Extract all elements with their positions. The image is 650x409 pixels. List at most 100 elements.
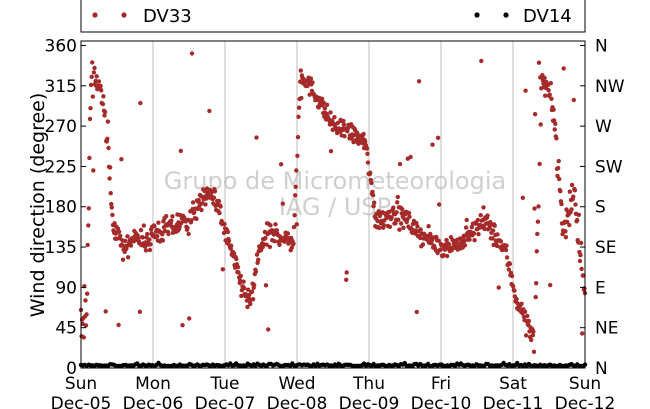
dv33-point <box>370 193 376 198</box>
dv33-point <box>441 253 446 258</box>
dv33-point <box>218 204 223 209</box>
dv33-point <box>396 217 401 222</box>
dv33-point <box>387 224 393 229</box>
dv33-point <box>196 198 201 203</box>
dv33-point <box>438 247 443 252</box>
dv33-point <box>551 107 556 112</box>
right-tick-label: NE <box>595 319 618 339</box>
dv33-point <box>86 206 92 211</box>
dv33-point <box>90 94 96 99</box>
dv33-point <box>239 293 244 299</box>
dv33-point <box>463 225 469 230</box>
dv33-point <box>344 270 349 275</box>
dv33-point <box>401 225 406 230</box>
dv33-point <box>372 200 377 205</box>
dv33-point <box>105 119 111 124</box>
legend-marker-dv33-a <box>92 12 98 18</box>
dv33-point <box>152 224 157 229</box>
dv33-point <box>569 207 574 212</box>
dv33-point <box>245 304 250 310</box>
dv33-point <box>293 184 298 189</box>
dv33-point <box>83 298 88 303</box>
dv33-point <box>365 151 370 156</box>
dv33-point <box>189 218 194 223</box>
dv33-point <box>92 65 97 71</box>
dv33-point <box>341 118 346 124</box>
dv33-point <box>268 223 273 228</box>
dv33-point <box>185 225 190 231</box>
dv33-point <box>492 223 497 228</box>
watermark-line-1: Grupo de Micrometeorologia <box>164 167 506 195</box>
dv33-point <box>485 213 490 218</box>
dv33-point <box>86 223 91 228</box>
dv33-point <box>216 198 222 204</box>
right-tick-label: S <box>595 198 606 218</box>
dv33-point <box>238 278 243 283</box>
dv33-point <box>408 154 413 160</box>
dv33-point <box>137 309 143 314</box>
dv33-point <box>222 221 227 227</box>
dv33-point <box>101 94 106 99</box>
dv33-point <box>555 165 561 171</box>
dv33-point <box>332 115 337 120</box>
dv33-point <box>98 83 103 89</box>
dv33-point <box>238 273 243 279</box>
dv33-point <box>298 68 303 73</box>
dv33-point <box>164 214 169 219</box>
dv33-point <box>420 242 426 247</box>
dv33-point <box>434 234 439 240</box>
dv33-point <box>437 202 442 207</box>
dv33-point <box>217 210 222 216</box>
dv33-point <box>504 255 510 260</box>
dv33-point <box>444 237 449 243</box>
dv33-point <box>88 106 93 111</box>
dv33-point <box>535 219 541 224</box>
dv33-point <box>395 194 400 200</box>
dv33-point <box>569 182 575 188</box>
dv33-point <box>435 135 441 140</box>
dv33-point <box>256 257 261 262</box>
dv33-point <box>192 210 197 215</box>
right-tick-label: SW <box>595 157 623 177</box>
dv33-point <box>83 323 89 328</box>
x-tick-label-day: Sun <box>569 374 601 394</box>
dv33-point <box>179 220 184 226</box>
dv33-point <box>225 229 231 235</box>
dv33-point <box>579 266 584 272</box>
dv33-point <box>178 148 183 154</box>
dv33-point <box>407 214 412 219</box>
dv33-point <box>226 238 232 244</box>
dv33-point <box>263 235 268 241</box>
dv33-point <box>142 244 148 249</box>
dv33-point <box>102 113 107 118</box>
left-axis: 0 45 90 135 180 225 270 315 360 <box>45 36 86 379</box>
y-tick-label: 180 <box>45 198 77 218</box>
dv33-point <box>564 219 570 224</box>
dv33-point <box>389 215 394 220</box>
x-tick-label-day: Sat <box>499 374 527 394</box>
dv33-point <box>143 248 149 253</box>
dv33-point <box>156 220 161 225</box>
dv33-point <box>536 204 541 209</box>
dv33-point <box>496 285 501 290</box>
dv33-point <box>145 231 150 237</box>
dv33-point <box>236 270 241 275</box>
dv33-point <box>321 100 326 105</box>
dv33-point <box>295 153 300 158</box>
dv33-point <box>534 281 539 286</box>
dv33-point <box>212 189 218 194</box>
dv33-point <box>365 160 371 165</box>
dv33-point <box>467 237 472 242</box>
dv33-point <box>324 102 330 108</box>
dv33-point <box>575 217 580 223</box>
dv33-point <box>293 193 298 198</box>
dv33-point <box>478 213 483 218</box>
y-tick-label: 90 <box>55 278 77 298</box>
dv33-point <box>280 201 285 206</box>
dv33-point <box>91 168 96 173</box>
dv33-point <box>490 236 495 241</box>
dv33-point <box>522 309 528 314</box>
dv33-point <box>285 231 291 236</box>
dv33-point <box>166 231 171 237</box>
dv33-point <box>207 108 212 114</box>
